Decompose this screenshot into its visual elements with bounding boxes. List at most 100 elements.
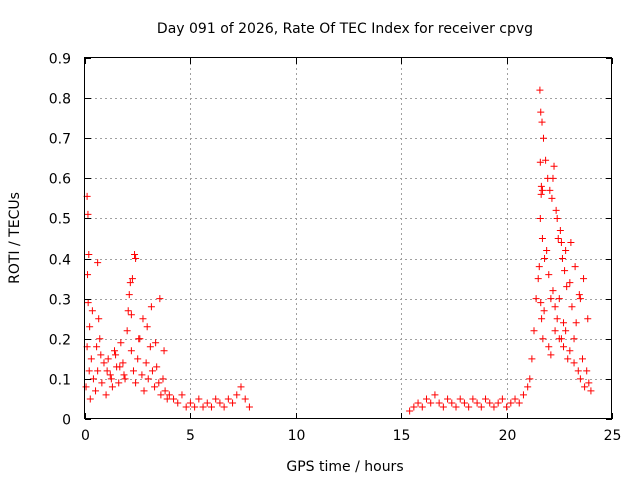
x-tick-label: 5 [186, 428, 195, 444]
data-point [140, 387, 148, 395]
data-point [435, 399, 443, 407]
data-point [224, 395, 232, 403]
y-tick-label: 0.7 [49, 132, 71, 148]
data-point [585, 379, 593, 387]
data-point [576, 295, 584, 303]
y-tick-label: 0.8 [49, 92, 71, 108]
data-point [157, 391, 165, 399]
data-point [555, 335, 563, 343]
data-point [165, 391, 173, 399]
data-point [537, 299, 545, 307]
data-point [135, 335, 143, 343]
grid [85, 58, 612, 419]
data-point [422, 395, 430, 403]
data-point [117, 339, 125, 347]
data-point [115, 379, 123, 387]
data-point [543, 247, 551, 255]
data-point [563, 283, 571, 291]
data-point [547, 295, 555, 303]
data-point [106, 371, 114, 379]
data-point [551, 327, 559, 335]
data-point [482, 395, 490, 403]
data-point [537, 182, 545, 190]
data-point [566, 347, 574, 355]
data-point [427, 399, 435, 407]
data-point [572, 319, 580, 327]
data-point [186, 399, 194, 407]
data-point [203, 399, 211, 407]
data-point [562, 247, 570, 255]
data-point [178, 391, 186, 399]
data-point [103, 367, 111, 375]
data-point [534, 275, 542, 283]
data-point [123, 327, 131, 335]
data-point [85, 367, 93, 375]
data-point [96, 335, 104, 343]
data-point [583, 367, 591, 375]
data-point [94, 259, 102, 267]
data-point [469, 395, 477, 403]
data-point [161, 387, 169, 395]
data-point [536, 158, 544, 166]
data-point [85, 251, 93, 259]
data-point [121, 375, 129, 383]
data-point [143, 323, 151, 331]
data-point [571, 263, 579, 271]
data-point [486, 399, 494, 407]
data-point [528, 355, 536, 363]
data-point [545, 343, 553, 351]
data-point [538, 118, 546, 126]
data-point [431, 391, 439, 399]
data-point [84, 271, 92, 279]
data-point [148, 367, 156, 375]
data-point [535, 263, 543, 271]
x-tick-label: 15 [393, 428, 411, 444]
data-point [460, 399, 468, 407]
data-point [410, 403, 418, 411]
data-point [536, 214, 544, 222]
axis-ticks: 0 5 10 15 20 25 0 0.1 0.2 0.3 0.4 0.5 0.6 0.7 0.8 0.9 [49, 52, 622, 445]
data-point [229, 399, 237, 407]
data-point [100, 359, 108, 367]
data-point [241, 395, 249, 403]
data-point [540, 307, 548, 315]
data-point [578, 355, 586, 363]
data-point [212, 395, 220, 403]
data-point [580, 275, 588, 283]
data-point [564, 355, 572, 363]
data-point [199, 403, 207, 411]
data-point [163, 395, 171, 403]
data-point [575, 291, 583, 299]
data-point [153, 363, 161, 371]
y-tick-label: 0.1 [49, 373, 71, 389]
data-point [548, 194, 556, 202]
data-point [556, 226, 564, 234]
data-point [452, 403, 460, 411]
y-tick-label: 0 [62, 413, 71, 429]
data-point [406, 407, 414, 415]
y-tick-label: 0.6 [49, 172, 71, 188]
data-point [146, 343, 154, 351]
data-point [439, 403, 447, 411]
data-point [92, 387, 100, 395]
data-point [568, 303, 576, 311]
y-tick-label: 0.2 [49, 333, 71, 349]
data-point [539, 335, 547, 343]
data-point [131, 251, 139, 259]
data-point [418, 403, 426, 411]
data-point [490, 403, 498, 411]
data-point [550, 162, 558, 170]
x-tick-label: 20 [499, 428, 517, 444]
data-point [541, 255, 549, 263]
data-point [195, 395, 203, 403]
data-point [127, 311, 135, 319]
data-point [587, 387, 595, 395]
data-point [570, 359, 578, 367]
data-point [147, 303, 155, 311]
data-point [546, 186, 554, 194]
data-point [107, 375, 115, 383]
data-point [414, 399, 422, 407]
data-point [116, 363, 124, 371]
data-point [567, 239, 575, 247]
